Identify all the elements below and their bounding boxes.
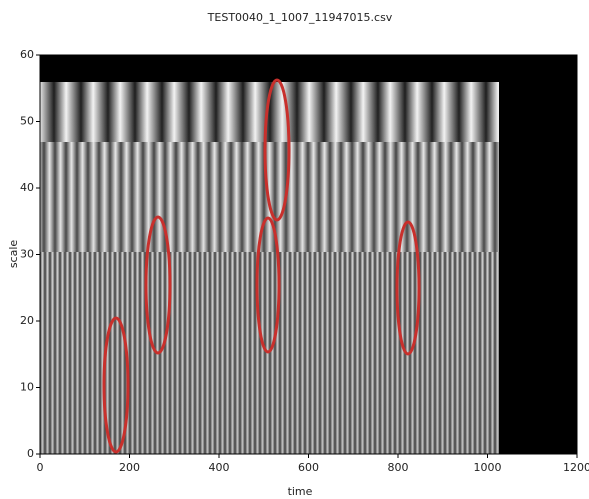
highlight-ellipse bbox=[102, 316, 130, 454]
chart-title: TEST0040_1_1007_11947015.csv bbox=[207, 11, 393, 24]
y-tick-label: 40 bbox=[20, 181, 34, 194]
y-axis-label: scale bbox=[7, 240, 20, 269]
highlight-ellipse bbox=[395, 220, 421, 356]
x-tick-label: 1200 bbox=[563, 461, 589, 474]
x-tick-label: 600 bbox=[298, 461, 319, 474]
y-tick-label: 10 bbox=[20, 381, 34, 394]
y-tick-label: 50 bbox=[20, 115, 34, 128]
x-tick-label: 0 bbox=[37, 461, 44, 474]
x-tick-label: 200 bbox=[119, 461, 140, 474]
highlight-ellipse bbox=[144, 215, 172, 355]
annotations bbox=[102, 78, 421, 454]
x-tick-label: 1000 bbox=[474, 461, 502, 474]
x-tick-label: 400 bbox=[209, 461, 230, 474]
y-tick-label: 60 bbox=[20, 48, 34, 61]
highlight-ellipse bbox=[255, 216, 281, 354]
y-tick-label: 30 bbox=[20, 248, 34, 261]
highlight-ellipse bbox=[263, 78, 291, 222]
y-tick-label: 20 bbox=[20, 314, 34, 327]
x-axis-label: time bbox=[288, 485, 313, 498]
scalogram-shade bbox=[40, 82, 499, 454]
y-tick-label: 0 bbox=[27, 447, 34, 460]
x-tick-label: 800 bbox=[388, 461, 409, 474]
plot-area bbox=[39, 54, 578, 455]
